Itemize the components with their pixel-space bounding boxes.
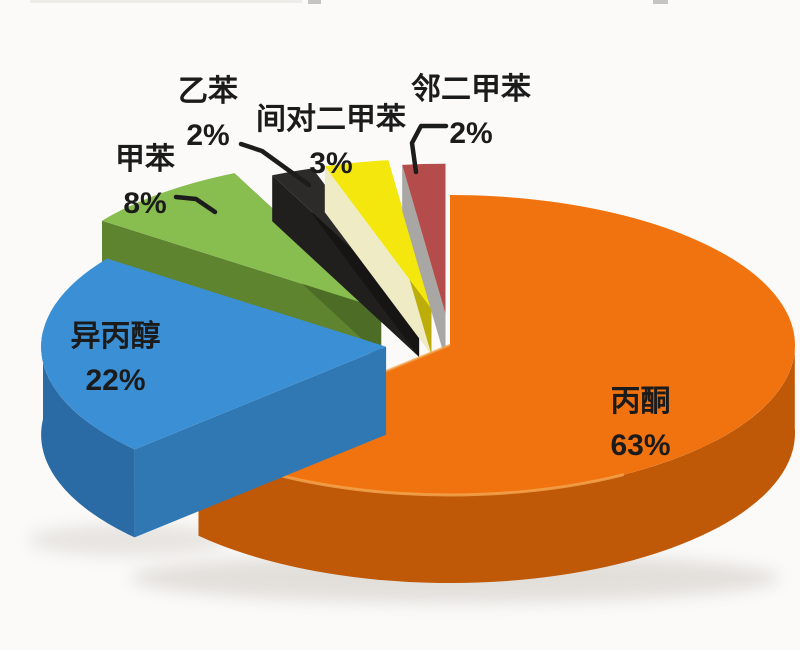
cropped-title-remnant — [308, 0, 321, 4]
leader-line-o-xylene — [409, 123, 449, 175]
slice-3-start-wall — [272, 175, 420, 357]
slice-1-front-wall — [41, 331, 135, 538]
label-acetone-pct: 63% — [610, 429, 671, 462]
label-toluene: 甲苯 8% — [85, 138, 205, 226]
label-isopropanol: 异丙醇 22% — [38, 315, 193, 403]
label-acetone: 丙酮 63% — [563, 380, 718, 468]
slice-1-start-wall — [134, 346, 387, 538]
label-isopropanol-name: 异丙醇 — [70, 320, 161, 353]
cropped-title-remnant — [30, 0, 302, 3]
label-ethylbenzene: 乙苯 2% — [150, 70, 266, 158]
label-mp-xylene-pct: 3% — [309, 147, 353, 180]
label-o-xylene-name: 邻二甲苯 — [411, 73, 531, 106]
label-ethylbenzene-name: 乙苯 — [178, 75, 238, 108]
label-toluene-pct: 8% — [123, 187, 167, 220]
label-o-xylene: 邻二甲苯 2% — [404, 68, 538, 156]
label-acetone-name: 丙酮 — [610, 385, 671, 418]
pie-slices-group — [41, 160, 796, 584]
slice-4-top — [324, 160, 432, 309]
label-mp-xylene: 间对二甲苯 3% — [248, 98, 414, 186]
label-toluene-name: 甲苯 — [115, 143, 175, 176]
slice-4-start-wall — [324, 166, 432, 355]
slice-0-front-wall — [198, 339, 796, 584]
slice-5-top — [402, 163, 446, 314]
cropped-title-remnant — [653, 0, 668, 4]
leader-line-ethylbenzene — [238, 141, 312, 188]
slice-5-start-wall — [402, 164, 446, 360]
slice-2-start-wall — [102, 220, 382, 357]
slice-2-top — [102, 173, 382, 309]
slice-1-top — [41, 258, 387, 450]
leader-line-toluene — [173, 194, 218, 215]
label-ethylbenzene-pct: 2% — [186, 119, 230, 152]
pie-drop-shadow-left — [28, 524, 228, 556]
label-mp-xylene-name: 间对二甲苯 — [256, 103, 406, 136]
label-o-xylene-pct: 2% — [449, 117, 493, 150]
label-isopropanol-pct: 22% — [85, 364, 146, 397]
